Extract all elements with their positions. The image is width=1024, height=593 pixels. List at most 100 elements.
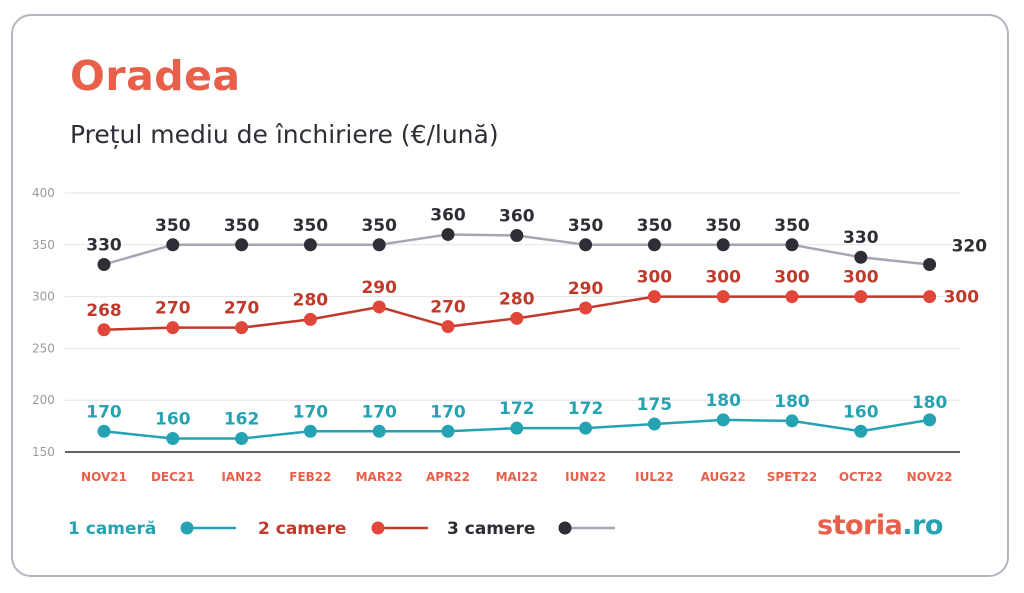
data-point [97, 424, 111, 438]
data-point [716, 238, 730, 252]
x-tick-label: IUN22 [565, 470, 606, 484]
data-point [166, 238, 180, 252]
x-tick-label: FEB22 [289, 470, 331, 484]
data-point [510, 311, 524, 325]
data-label: 172 [568, 399, 604, 419]
data-point [854, 250, 868, 264]
data-label: 360 [499, 206, 535, 226]
x-tick-label: NOV21 [81, 470, 127, 484]
data-point [235, 432, 249, 446]
data-label: 270 [430, 298, 466, 318]
y-tick-label: 350 [32, 238, 55, 252]
x-tick-label: APR22 [426, 470, 470, 484]
data-point [923, 290, 937, 304]
data-point [97, 323, 111, 337]
data-point [785, 290, 799, 304]
data-label: 290 [361, 278, 397, 298]
series-markers [97, 227, 937, 446]
data-label: 360 [430, 205, 466, 225]
grid-lines [65, 192, 960, 453]
y-axis-ticks: 150 200 250 300 350 400 [32, 186, 55, 459]
y-tick-label: 200 [32, 393, 55, 407]
logo-text-main: storia [817, 510, 903, 541]
data-point [854, 290, 868, 304]
x-tick-label: IUL22 [635, 470, 674, 484]
data-label: 350 [637, 216, 673, 236]
y-tick-label: 250 [32, 341, 55, 355]
data-label: 350 [155, 216, 191, 236]
data-point [923, 257, 937, 271]
storia-logo: storia.ro [817, 512, 943, 539]
data-point [647, 290, 661, 304]
data-label: 170 [86, 402, 122, 422]
legend-label: 2 camere [258, 519, 346, 539]
data-point [510, 228, 524, 242]
data-label: 320 [952, 236, 988, 256]
x-tick-label: MAR22 [356, 470, 403, 484]
data-point [579, 421, 593, 435]
x-tick-label: AUG22 [701, 470, 746, 484]
data-label: 350 [705, 216, 741, 236]
data-point [785, 414, 799, 428]
data-label: 350 [774, 216, 810, 236]
data-label: 300 [774, 268, 810, 288]
data-label: 160 [843, 402, 879, 422]
legend-marker [558, 521, 572, 535]
legend: 1 cameră 2 camere 3 camere [68, 519, 615, 539]
data-point [785, 238, 799, 252]
data-label: 280 [293, 290, 329, 310]
data-label: 268 [86, 301, 122, 321]
data-point [97, 257, 111, 271]
y-tick-label: 150 [32, 445, 55, 459]
data-label: 160 [155, 410, 191, 430]
data-label: 180 [705, 391, 741, 411]
data-point [716, 413, 730, 427]
data-point [303, 312, 317, 326]
data-label: 330 [86, 235, 122, 255]
legend-label: 3 camere [447, 519, 535, 539]
chart-subtitle: Prețul mediu de închiriere (€/lună) [70, 120, 499, 149]
data-label: 270 [224, 299, 260, 319]
data-label: 290 [568, 279, 604, 299]
data-point [716, 290, 730, 304]
data-point [441, 424, 455, 438]
data-label: 180 [774, 392, 810, 412]
data-label: 300 [843, 268, 879, 288]
data-point [235, 321, 249, 335]
data-point [372, 300, 386, 314]
data-label: 350 [224, 216, 260, 236]
data-label: 170 [430, 402, 466, 422]
data-point [441, 227, 455, 241]
data-label: 350 [361, 216, 397, 236]
data-label: 300 [944, 288, 980, 308]
data-point [235, 238, 249, 252]
data-label: 280 [499, 289, 535, 309]
logo-text-domain: .ro [902, 510, 943, 541]
data-labels: 170 160 162 170 170 170 172 172 175 180 180 160 180 2… [86, 205, 987, 429]
x-axis-ticks: NOV21 DEC21 IAN22 FEB22 MAR22 APR22 MAI22 IUN22… [81, 470, 953, 484]
data-point [510, 421, 524, 435]
legend-marker [180, 521, 194, 535]
data-label: 350 [568, 216, 604, 236]
data-label: 170 [293, 402, 329, 422]
data-label: 330 [843, 228, 879, 248]
data-label: 162 [224, 410, 260, 430]
data-point [166, 432, 180, 446]
x-tick-label: IAN22 [221, 470, 262, 484]
data-label: 175 [637, 395, 673, 415]
data-point [166, 321, 180, 335]
y-tick-label: 300 [32, 290, 55, 304]
data-label: 350 [293, 216, 329, 236]
x-tick-label: SPET22 [767, 470, 818, 484]
x-tick-label: DEC21 [151, 470, 195, 484]
data-point [372, 424, 386, 438]
chart-title: Oradea [70, 52, 241, 100]
data-point [372, 238, 386, 252]
data-label: 300 [705, 268, 741, 288]
data-label: 172 [499, 399, 535, 419]
x-tick-label: MAI22 [496, 470, 538, 484]
data-label: 180 [912, 393, 948, 413]
data-point [303, 238, 317, 252]
data-label: 300 [637, 268, 673, 288]
